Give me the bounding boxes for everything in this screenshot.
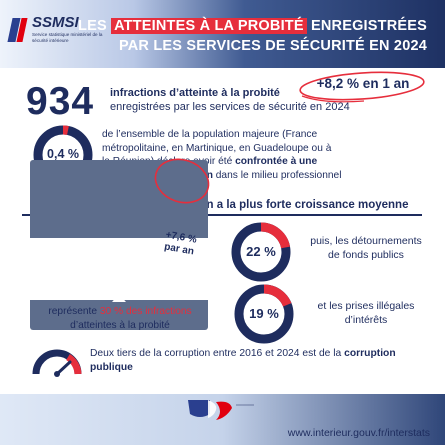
donut-detournements-value: 22 % [246,244,276,259]
corruption-publique-1: Deux tiers de la corruption entre 2016 e… [90,348,345,359]
gauge-icon [32,349,82,377]
corruption-text-1: représente [48,306,100,317]
header-banner: SSMSI Service statistique ministériel de… [0,0,445,68]
badge-oval-icon [299,71,425,103]
footer-url[interactable]: www.interieur.gouv.fr/interstats [287,427,430,439]
growth-badge: +8,2 % en 1 an [316,76,410,91]
page-title: LES ATTEINTES À LA PROBITÉ ENREGISTRÉES … [78,16,427,56]
stat-line1: infractions d’atteinte à la probité [110,87,280,99]
donut-detournements [231,222,291,282]
title-suffix: ENREGISTRÉES [306,18,427,34]
ssmsi-logo: SSMSI Service statistique ministériel de… [7,12,120,56]
republique-francaise-logo [188,400,254,420]
corruption-title: Corruption [50,74,123,90]
logo-name: SSMSI [32,14,79,31]
section-divider [22,214,422,216]
donut-prises-illegales-value: 19 % [249,306,279,321]
title-prefix: LES [78,18,112,34]
title-highlight: ATTEINTES À LA PROBITÉ [111,18,307,34]
growth-oval-icon [154,158,210,204]
donut-prises-illegales [234,284,294,344]
donut-population-value: 0,4 % [47,147,79,161]
stat-description: infractions d’atteinte à la probité enre… [110,86,350,114]
corruption-publique-bold: corruption publique [90,348,396,373]
stat-number: 934 [26,80,95,123]
stat-line2: enregistrées par les services de sécurit… [110,101,350,113]
corruption-card-footer [30,238,208,300]
logo-subtitle: Service statistique ministériel de la sé… [32,32,103,43]
corruption-publique-text: Deux tiers de la corruption entre 2016 e… [90,347,410,375]
corruption-text-highlight: 30 % des infractions [99,306,192,317]
title-line2: PAR LES SERVICES DE SÉCURITÉ EN 2024 [118,38,427,54]
flag-icon [7,18,28,42]
corruption-text: représente 30 % des infractions d’attein… [38,305,202,332]
detournements-text: puis, les détournements de fonds publics [310,235,422,261]
prises-illegales-text: et les prises illégales d’intérêts [317,300,415,326]
corruption-text-2: d’atteintes à la probité [70,319,170,331]
